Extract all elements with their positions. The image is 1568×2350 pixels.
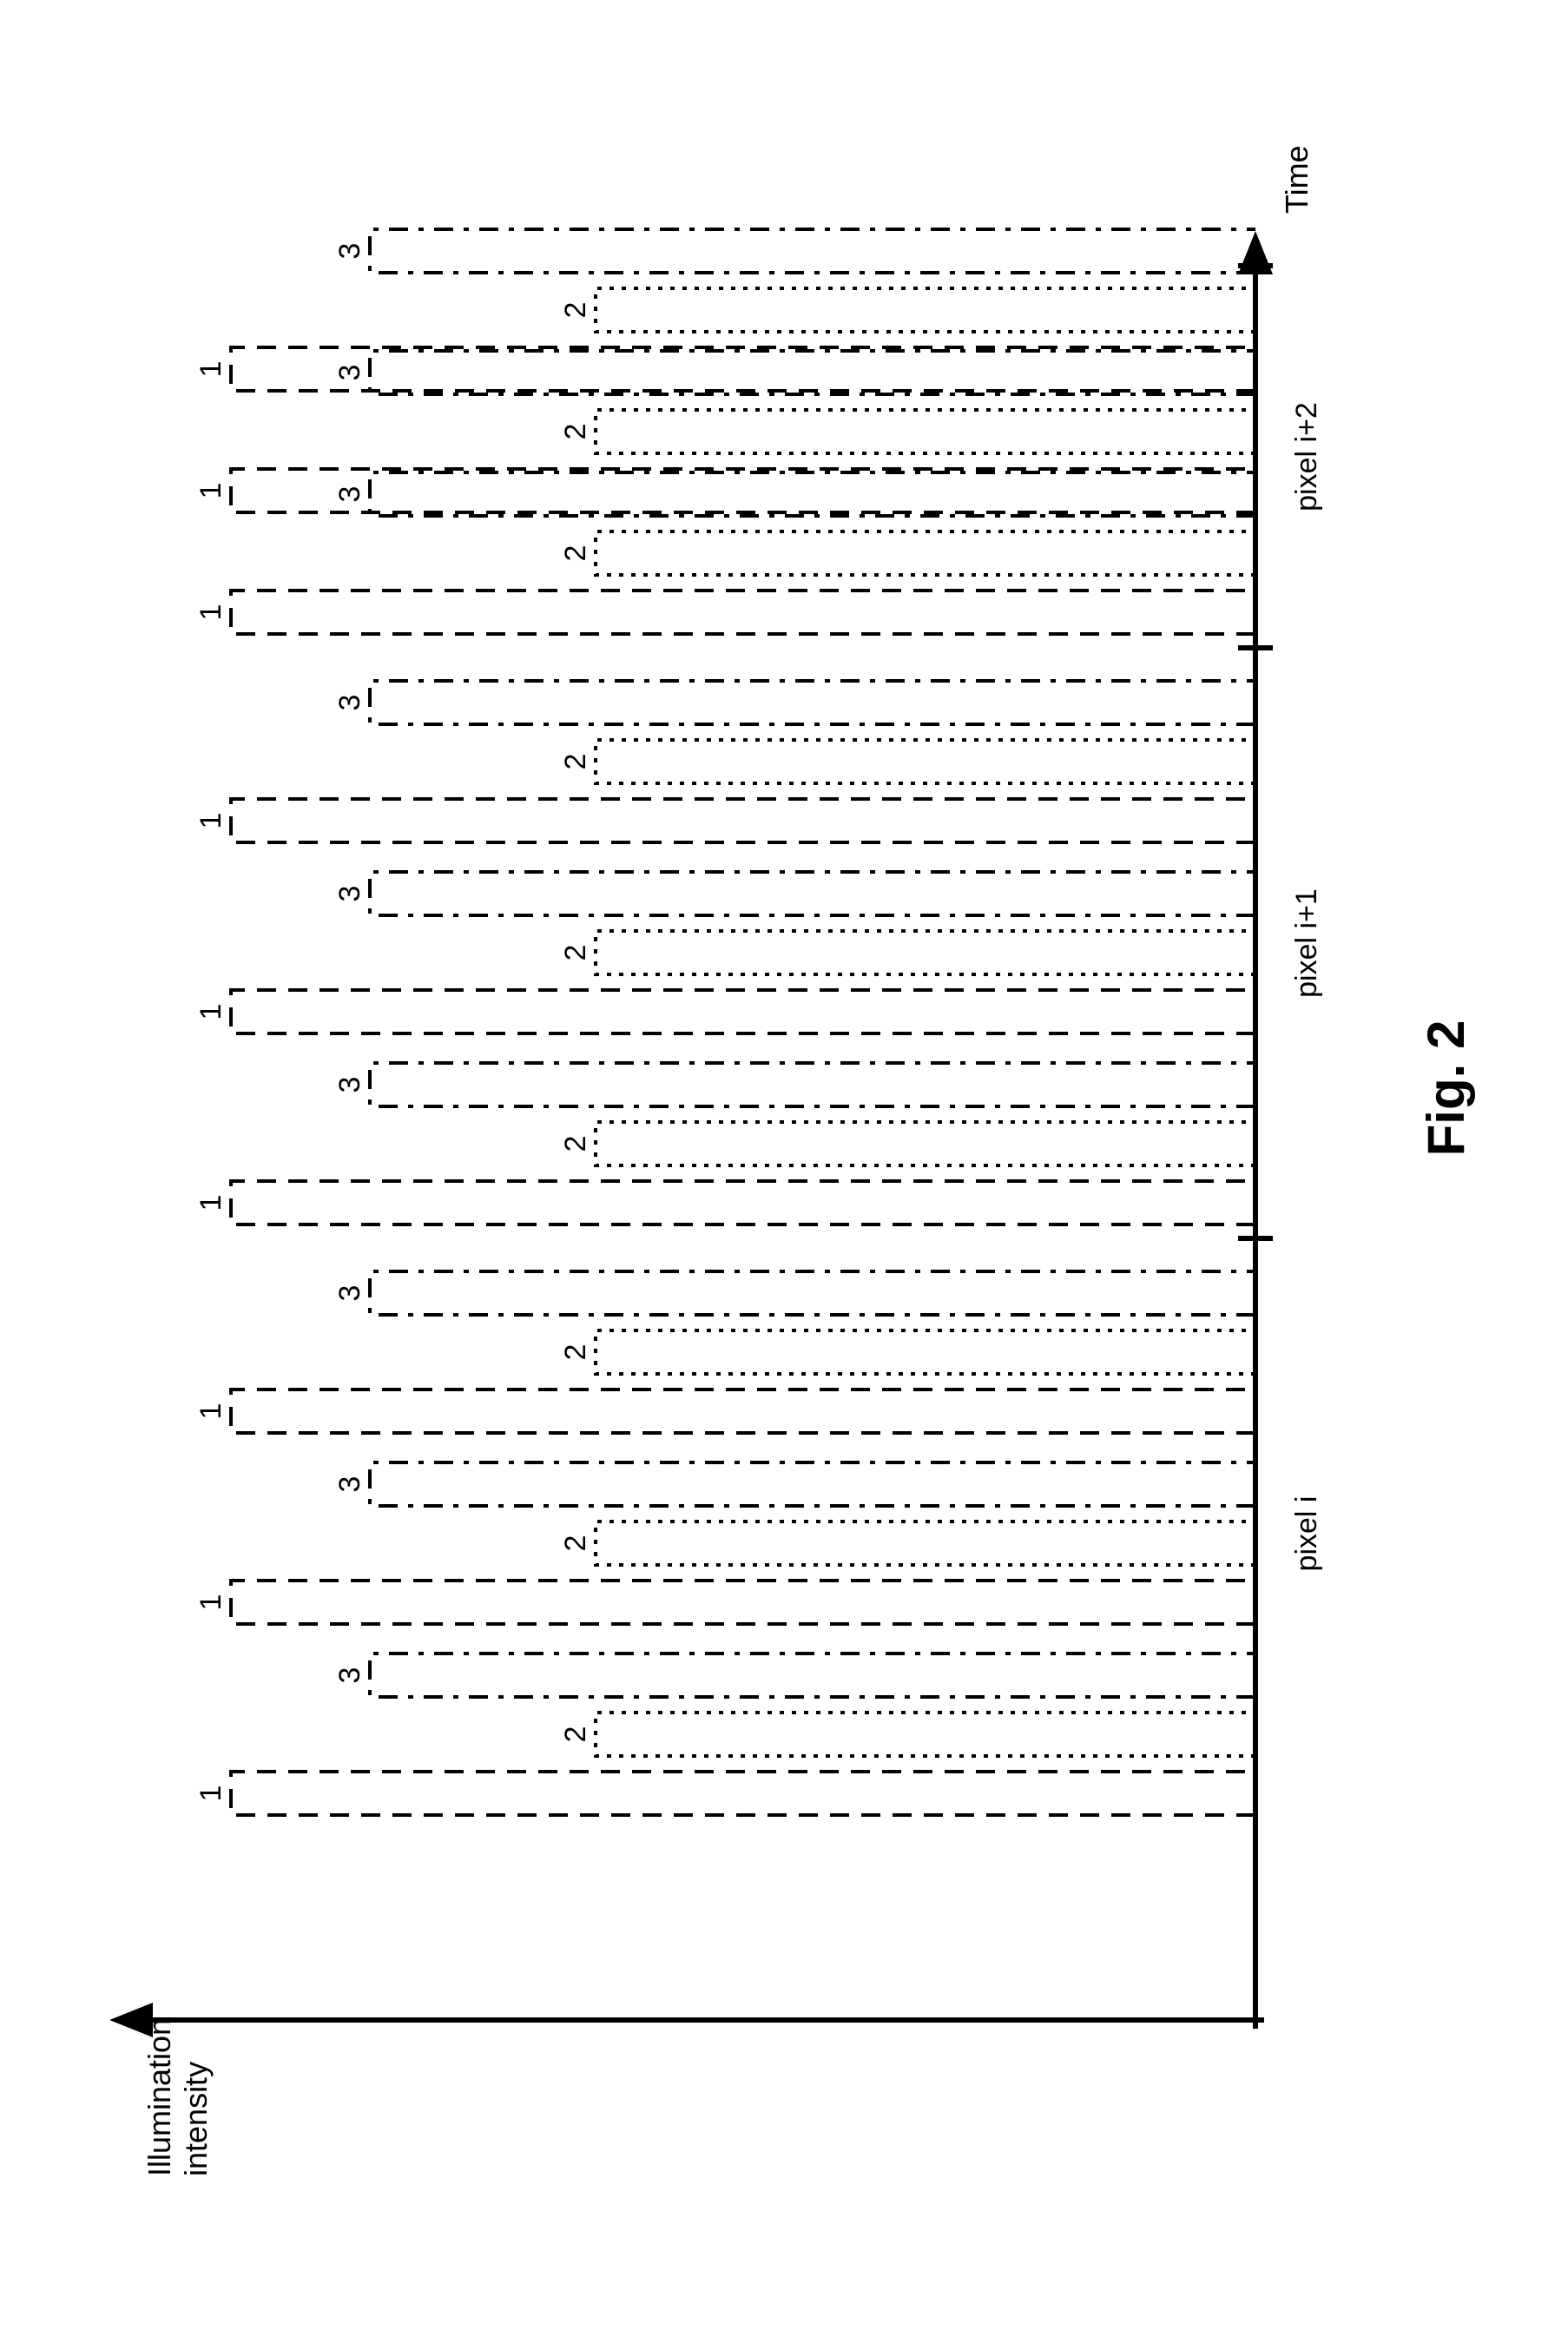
pulse-3 bbox=[370, 872, 1255, 915]
pulse-label-1: 1 bbox=[194, 1594, 227, 1611]
pulse-label-1: 1 bbox=[194, 813, 227, 829]
pulse-label-3: 3 bbox=[333, 1476, 366, 1493]
pulse-1 bbox=[231, 469, 1255, 512]
pulse-1 bbox=[231, 591, 1255, 634]
pulse-2 bbox=[596, 1330, 1255, 1374]
y-axis-label: Illuminationintensity bbox=[142, 2018, 214, 2176]
pulse-label-3: 3 bbox=[333, 886, 366, 902]
pulse-2 bbox=[596, 1713, 1255, 1756]
pulse-label-1: 1 bbox=[194, 1004, 227, 1020]
pulse-3 bbox=[370, 472, 1255, 516]
rotated-plot-group: Illuminationintensity Time pixel i pixel i+… bbox=[109, 145, 1475, 2176]
pulse-label-3: 3 bbox=[333, 365, 366, 381]
pulse-label-3: 3 bbox=[333, 695, 366, 711]
pixel-group-label: pixel i+1 bbox=[1290, 888, 1323, 998]
pulse-3 bbox=[370, 1063, 1255, 1106]
pulse-label-1: 1 bbox=[194, 361, 227, 378]
pulse-label-2: 2 bbox=[559, 1136, 592, 1152]
pulse-label-2: 2 bbox=[559, 1535, 592, 1552]
pulse-2 bbox=[596, 410, 1255, 453]
pulse-3 bbox=[370, 1462, 1255, 1506]
pulse-3 bbox=[370, 1271, 1255, 1315]
pulse-1 bbox=[231, 1581, 1255, 1624]
pulse-label-1: 1 bbox=[194, 483, 227, 499]
pulse-label-2: 2 bbox=[559, 1344, 592, 1361]
x-axis-label: Time bbox=[1279, 145, 1314, 214]
pulse-3 bbox=[370, 351, 1255, 394]
pulse-label-3: 3 bbox=[333, 486, 366, 503]
pulse-1 bbox=[231, 990, 1255, 1033]
pixel-group-label: pixel i+2 bbox=[1290, 402, 1323, 512]
pulse-2 bbox=[596, 531, 1255, 575]
pulse-label-2: 2 bbox=[559, 545, 592, 562]
pulse-label-3: 3 bbox=[333, 1077, 366, 1093]
pulse-label-3: 3 bbox=[333, 243, 366, 260]
figure-caption: Fig. 2 bbox=[1417, 1020, 1475, 1157]
pulse-label-2: 2 bbox=[559, 424, 592, 440]
pixel-group-label: pixel i bbox=[1290, 1496, 1323, 1572]
pulse-3 bbox=[370, 229, 1255, 273]
pulse-label-3: 3 bbox=[333, 1667, 366, 1684]
pulse-2 bbox=[596, 1522, 1255, 1565]
pulse-label-2: 2 bbox=[559, 945, 592, 961]
pulse-label-2: 2 bbox=[559, 754, 592, 770]
pulse-2 bbox=[596, 1122, 1255, 1165]
pulse-label-2: 2 bbox=[559, 1726, 592, 1743]
pulse-2 bbox=[596, 740, 1255, 783]
figure-svg: Illuminationintensity Time pixel i pixel i+… bbox=[0, 0, 1568, 2350]
pulse-label-1: 1 bbox=[194, 604, 227, 621]
pulse-2 bbox=[596, 288, 1255, 332]
pulse-label-1: 1 bbox=[194, 1403, 227, 1420]
pulse-3 bbox=[370, 1654, 1255, 1697]
pulse-1 bbox=[231, 1390, 1255, 1433]
pulse-1 bbox=[231, 799, 1255, 842]
pulse-1 bbox=[231, 347, 1255, 391]
pulse-3 bbox=[370, 681, 1255, 724]
pulse-label-2: 2 bbox=[559, 302, 592, 319]
pulse-label-1: 1 bbox=[194, 1786, 227, 1802]
pulse-1 bbox=[231, 1772, 1255, 1815]
pulse-1 bbox=[231, 1181, 1255, 1225]
figure-container: Illuminationintensity Time pixel i pixel i+… bbox=[0, 0, 1568, 2350]
pulse-label-3: 3 bbox=[333, 1285, 366, 1302]
pulse-label-1: 1 bbox=[194, 1195, 227, 1211]
pulse-2 bbox=[596, 931, 1255, 974]
